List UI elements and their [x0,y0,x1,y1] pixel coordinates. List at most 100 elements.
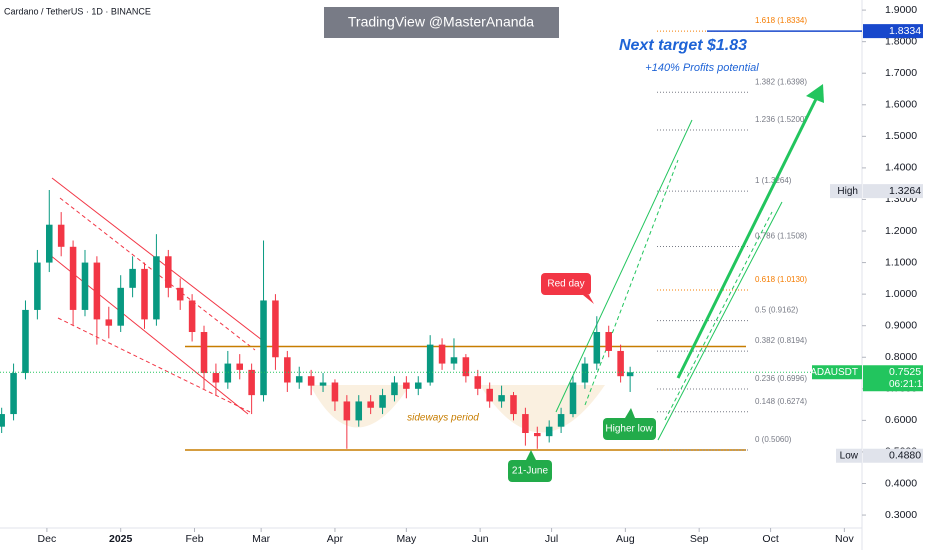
plot-area: 1.618 (1.8334) 1.382 (1.6398) 1.236 (1.520… [0,16,807,451]
callout-pointer [583,295,594,304]
candle-body [605,332,612,351]
y-tick-label: 1.9000 [885,4,917,16]
candle-body [462,357,470,377]
y-tick-label: 1.1000 [885,256,917,268]
candle-body [105,319,113,326]
candle-body [46,224,53,263]
candle-body [295,376,303,383]
channel-line [664,211,773,421]
price-marker-box [863,365,923,392]
fib-label: 0.786 (1.1508) [755,232,807,241]
x-tick-label: Jul [545,533,558,545]
price-marker-tag: Low [840,450,859,461]
y-tick-label: 0.6000 [885,414,917,426]
x-tick-label: Oct [762,533,778,545]
y-tick-label: 0.4000 [885,477,917,489]
candle-body [534,433,541,437]
candle-body [593,332,601,364]
fib-label: 0.5 (0.9162) [755,306,798,315]
arrow-head [806,84,824,103]
price-marker-box [863,24,923,39]
target-arrow [676,94,820,379]
price-marker-box [863,184,923,199]
candle-body [260,300,267,396]
sideways-text: sideways period [407,413,479,424]
candle-body [403,382,410,389]
callout-text: 21-June [512,466,549,477]
candle-body [236,363,243,370]
candle-body [486,388,493,402]
candle-body [355,401,363,421]
candle-body [391,382,398,396]
callout-box [541,273,591,295]
fib-label: 1.618 (1.8334) [755,16,807,25]
candle-body [367,401,374,408]
candle-body [379,395,386,408]
y-tick-label: 1.2000 [885,225,917,237]
y-tick-label: 1.0000 [885,288,917,300]
candle-body [581,363,589,383]
price-marker-label: 1.8334 [889,25,921,37]
target-text: Next target $1.83 [619,37,747,54]
candle-body [200,332,208,374]
x-tick-label: Aug [616,533,635,545]
candle-body [510,395,517,415]
callout-text: Red day [547,279,584,290]
watermark: TradingView @MasterAnanda [348,14,534,30]
candle-body [331,382,339,402]
x-tick-label: May [396,533,417,545]
candle-body [248,369,255,396]
candle-body [284,357,291,383]
candle-body [522,414,529,434]
candle-body [57,224,65,247]
candle-body [212,373,220,383]
candle-body [545,426,553,437]
candle-body [438,344,446,364]
candle-body [307,376,315,386]
y-tick-label: 0.8000 [885,351,917,363]
y-tick-label: 1.8000 [885,35,917,47]
x-tick-label: Sep [690,533,709,545]
candle-body [93,262,101,320]
candle-body [414,382,422,389]
price-marker-countdown: 06:21:19 [889,379,928,390]
candle-body [34,262,41,310]
candle-body [450,357,458,364]
y-tick-label: 1.4000 [885,162,917,174]
candle-body [626,372,634,377]
candle-body [557,414,565,427]
candle-body [343,401,351,421]
price-marker-label: 1.3264 [889,185,921,197]
candle-body [617,350,624,377]
x-tick-label: Mar [252,533,271,545]
x-tick-label: Dec [38,533,57,545]
candle-body [176,287,184,301]
watermark-box [324,7,559,38]
candle-body [474,376,482,389]
candle-body [10,373,17,415]
candle-body [81,262,89,310]
header: Cardano / TetherUS · 1D · BINANCE [4,6,151,16]
fib-label: 0.382 (0.8194) [755,336,807,345]
candle-body [165,256,172,288]
x-tick-label: Feb [185,533,203,545]
channel-line [555,119,693,413]
candle-body [319,382,327,386]
candle-body [272,300,279,358]
callout-pointer [625,408,635,418]
candle-body [569,382,577,415]
candle-body [426,344,434,383]
price-marker-label: 0.4880 [889,450,921,462]
x-tick-label: Apr [327,533,344,545]
y-tick-label: 0.9000 [885,319,917,331]
x-tick-label: Nov [835,533,854,545]
price-marker-label: 0.7525 [889,366,921,378]
price-marker-tag-box [812,365,862,380]
y-tick-label: 1.5000 [885,130,917,142]
x-tick-label: 2025 [109,533,133,545]
candle-body [22,309,29,374]
callout-box [508,460,552,482]
channel-line [57,317,251,413]
candle-body [188,300,196,333]
